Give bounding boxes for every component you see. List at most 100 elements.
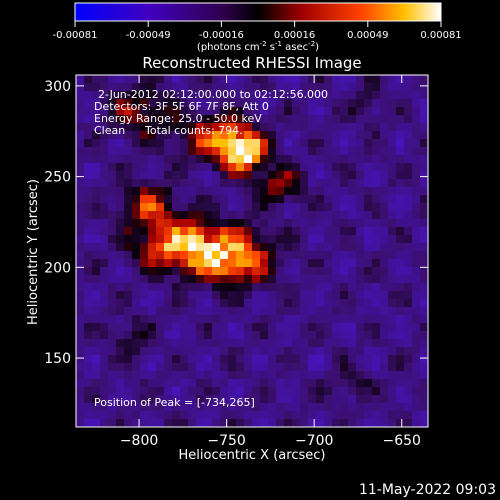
heatmap-cell xyxy=(340,243,349,252)
heatmap-cell xyxy=(140,107,149,116)
heatmap-cell xyxy=(204,339,213,348)
heatmap-cell xyxy=(252,267,261,276)
heatmap-cell xyxy=(252,123,261,132)
heatmap-cell xyxy=(76,163,85,172)
heatmap-cell xyxy=(236,139,245,148)
heatmap-cell xyxy=(412,283,421,292)
heatmap-cell xyxy=(164,123,173,132)
heatmap-cell xyxy=(404,139,413,148)
heatmap-cell xyxy=(356,107,365,116)
heatmap-cell xyxy=(156,83,165,92)
heatmap-cell xyxy=(276,363,285,372)
heatmap-cell xyxy=(236,331,245,340)
heatmap-cell xyxy=(140,227,149,236)
heatmap-cell xyxy=(308,235,317,244)
heatmap-cell xyxy=(124,195,133,204)
heatmap-cell xyxy=(164,251,173,260)
heatmap-cell xyxy=(212,219,221,228)
heatmap-cell xyxy=(92,291,101,300)
heatmap-cell xyxy=(92,251,101,260)
heatmap-cell xyxy=(204,267,213,276)
generated-timestamp: 11-May-2022 09:03 xyxy=(359,482,496,498)
heatmap-cell xyxy=(372,267,381,276)
heatmap-cell xyxy=(180,347,189,356)
heatmap-cell xyxy=(276,283,285,292)
heatmap-cell xyxy=(204,291,213,300)
heatmap-cell xyxy=(420,227,428,236)
heatmap-cell xyxy=(100,307,109,316)
heatmap-cell xyxy=(380,235,389,244)
heatmap-cell xyxy=(188,307,197,316)
heatmap-cell xyxy=(292,195,301,204)
heatmap-cell xyxy=(412,331,421,340)
heatmap-cell xyxy=(412,371,421,380)
heatmap-cell xyxy=(108,187,117,196)
heatmap-cell xyxy=(156,171,165,180)
heatmap-cell xyxy=(268,355,277,364)
heatmap-cell xyxy=(396,243,405,252)
heatmap-cell xyxy=(228,187,237,196)
heatmap-cell xyxy=(324,179,333,188)
heatmap-cell xyxy=(412,403,421,412)
heatmap-cell xyxy=(148,291,157,300)
heatmap-cell xyxy=(100,339,109,348)
heatmap-cell xyxy=(212,347,221,356)
heatmap-cell xyxy=(276,275,285,284)
heatmap-cell xyxy=(332,275,341,284)
heatmap-cell xyxy=(212,163,221,172)
heatmap-cell xyxy=(196,267,205,276)
heatmap-cell xyxy=(348,299,357,308)
heatmap-cell xyxy=(308,107,317,116)
heatmap-cell xyxy=(260,339,269,348)
heatmap-cell xyxy=(140,339,149,348)
heatmap-cell xyxy=(76,371,85,380)
heatmap-cell xyxy=(140,331,149,340)
heatmap-cell xyxy=(356,411,365,420)
heatmap-cell xyxy=(132,195,141,204)
heatmap-cell xyxy=(380,411,389,420)
heatmap-cell xyxy=(308,347,317,356)
heatmap-cell xyxy=(356,131,365,140)
heatmap-cell xyxy=(324,235,333,244)
heatmap-cell xyxy=(164,235,173,244)
heatmap-cell xyxy=(356,267,365,276)
heatmap-cell xyxy=(308,75,317,84)
heatmap-cell xyxy=(332,155,341,164)
heatmap-cell xyxy=(124,187,133,196)
heatmap-cell xyxy=(300,411,309,420)
heatmap-cell xyxy=(148,331,157,340)
heatmap-cell xyxy=(76,171,85,180)
heatmap-cell xyxy=(220,107,229,116)
heatmap-cell xyxy=(284,123,293,132)
heatmap-cell xyxy=(284,83,293,92)
heatmap-cell xyxy=(140,355,149,364)
heatmap-cell xyxy=(140,251,149,260)
heatmap-cell xyxy=(252,155,261,164)
heatmap-cell xyxy=(276,307,285,316)
heatmap-cell xyxy=(204,363,213,372)
heatmap-cell xyxy=(308,227,317,236)
heatmap-cell xyxy=(268,171,277,180)
heatmap-cell xyxy=(172,91,181,100)
heatmap-cell xyxy=(348,243,357,252)
heatmap-cell xyxy=(348,211,357,220)
cb-tick-label: -0.00016 xyxy=(199,30,244,41)
heatmap-cell xyxy=(196,219,205,228)
heatmap-cell xyxy=(404,251,413,260)
heatmap-cell xyxy=(220,251,229,260)
heatmap-cell xyxy=(404,131,413,140)
heatmap-cell xyxy=(100,115,109,124)
heatmap-cell xyxy=(356,147,365,156)
heatmap-cell xyxy=(196,195,205,204)
heatmap-cell xyxy=(188,147,197,156)
heatmap-cell xyxy=(276,195,285,204)
heatmap-cell xyxy=(340,171,349,180)
heatmap-cell xyxy=(252,147,261,156)
heatmap-cell xyxy=(244,291,253,300)
heatmap-cell xyxy=(164,131,173,140)
heatmap-cell xyxy=(204,379,213,388)
heatmap-cell xyxy=(140,171,149,180)
heatmap-cell xyxy=(388,123,397,132)
heatmap-cell xyxy=(148,387,157,396)
heatmap-cell xyxy=(396,419,405,427)
